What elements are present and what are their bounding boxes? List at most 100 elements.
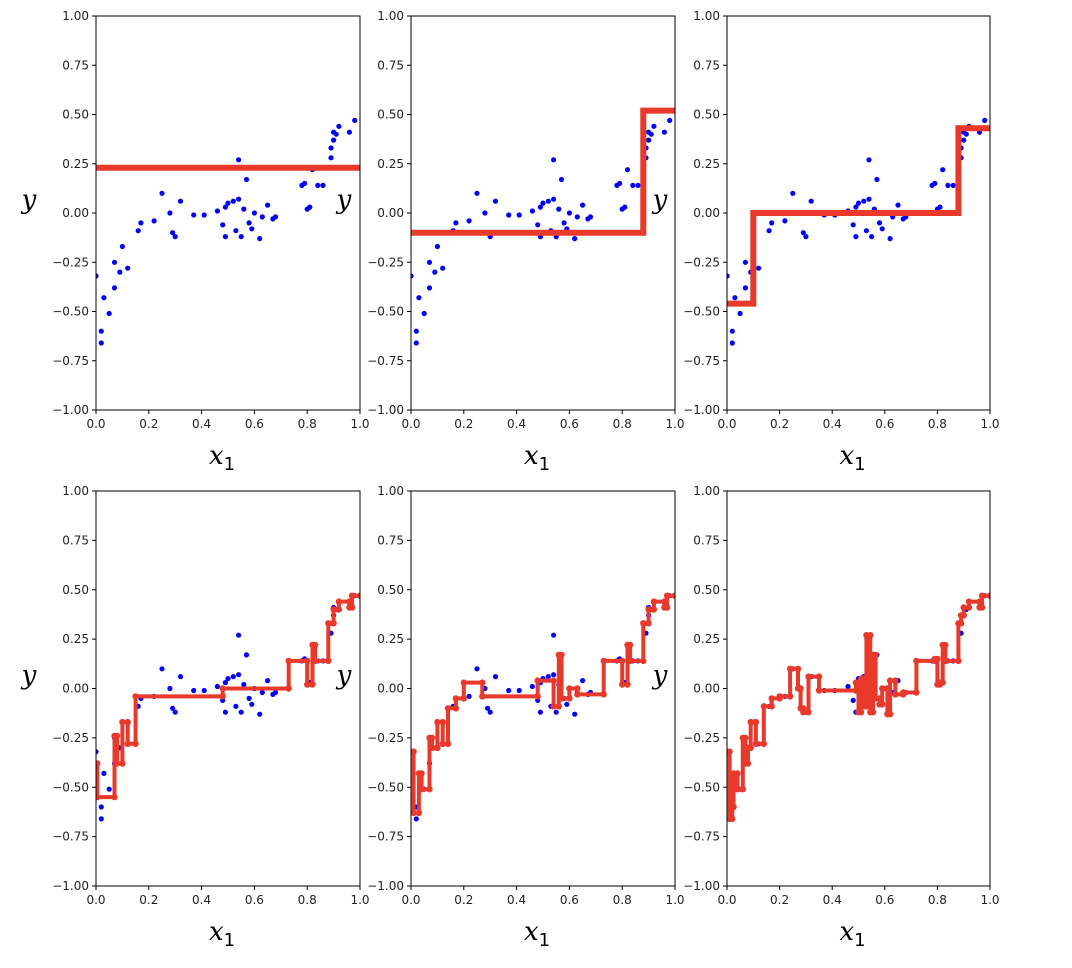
data-point	[453, 220, 459, 226]
data-point	[742, 259, 749, 265]
prediction-marker	[434, 718, 441, 726]
data-point	[506, 212, 512, 218]
y-tick-label: 0.25	[377, 632, 404, 646]
data-point	[236, 672, 242, 678]
x-axis-label: x1	[839, 441, 865, 475]
y-tick-label: −0.50	[683, 305, 720, 319]
data-point	[434, 243, 440, 250]
data-point	[558, 176, 565, 183]
data-point	[328, 145, 334, 151]
y-tick-label: −0.25	[367, 731, 404, 745]
y-tick-label: 0.50	[62, 108, 89, 122]
plot-area	[96, 592, 360, 822]
data-point	[545, 198, 551, 204]
prediction-marker	[955, 125, 962, 132]
data-point	[151, 218, 157, 224]
data-point	[551, 196, 557, 202]
prediction-marker	[330, 606, 337, 613]
plot-area	[411, 107, 675, 346]
prediction-marker	[550, 677, 557, 684]
prediction-marker	[555, 703, 562, 710]
prediction-marker	[863, 703, 870, 710]
y-tick-label: −1.00	[683, 879, 720, 893]
prediction-marker	[460, 695, 467, 702]
data-point	[630, 182, 636, 188]
data-point	[932, 180, 938, 186]
data-point	[537, 204, 544, 210]
x-tick-label: 0.8	[928, 893, 947, 907]
prediction-marker	[346, 598, 353, 605]
x-tick-label: 0.4	[823, 417, 842, 431]
data-point	[440, 265, 446, 271]
data-point	[352, 117, 358, 123]
data-point	[866, 157, 872, 163]
prediction-marker	[768, 703, 775, 710]
prediction-marker	[768, 695, 775, 702]
prediction-marker	[645, 606, 652, 613]
x-tick-label: 0.2	[139, 893, 158, 907]
prediction-marker	[663, 604, 671, 611]
prediction-line	[96, 593, 360, 800]
prediction-marker	[942, 641, 949, 649]
y-tick-label: 1.00	[377, 484, 404, 498]
prediction-marker	[867, 632, 874, 639]
x-tick-label: 0.4	[507, 417, 526, 431]
prediction-marker	[574, 691, 581, 698]
prediction-marker	[550, 703, 557, 710]
prediction-marker	[913, 657, 920, 665]
data-point	[172, 709, 178, 715]
data-point	[222, 709, 228, 715]
data-point	[853, 234, 859, 240]
prediction-marker	[892, 677, 899, 684]
data-point	[561, 220, 567, 226]
x-tick-label: 0.6	[245, 893, 264, 907]
prediction-marker	[600, 691, 607, 698]
prediction-marker	[879, 685, 886, 692]
y-tick-label: 0.50	[693, 583, 720, 597]
y-tick-label: 0.75	[693, 533, 720, 547]
data-point	[119, 243, 125, 250]
data-point	[241, 681, 247, 688]
prediction-marker	[444, 705, 452, 712]
data-point	[201, 687, 207, 694]
data-point	[214, 208, 220, 214]
data-point	[556, 206, 562, 212]
prediction-marker	[730, 803, 737, 811]
data-point	[853, 204, 859, 210]
prediction-marker	[285, 657, 292, 665]
data-point	[982, 117, 988, 123]
prediction-marker	[113, 760, 121, 767]
prediction-marker	[626, 657, 634, 665]
data-point	[876, 220, 883, 226]
data-point	[101, 295, 107, 301]
prediction-marker	[939, 679, 946, 686]
prediction-marker	[460, 679, 467, 686]
prediction-line	[727, 125, 990, 307]
prediction-marker	[640, 657, 647, 665]
x-tick-label: 0.2	[770, 417, 789, 431]
data-point	[191, 212, 197, 218]
x-tick-label: 1.0	[350, 417, 369, 431]
data-point	[302, 180, 308, 186]
prediction-marker	[311, 641, 319, 649]
subplot-5: 1.00 0.75 0.50 0.25 0.00 −0.25 −0.50 −0.75 −1.00…	[336, 484, 685, 951]
prediction-marker	[325, 657, 332, 665]
x-tick-label: 0.4	[192, 893, 211, 907]
data-point	[172, 234, 178, 240]
data-point	[474, 666, 480, 672]
prediction-marker	[452, 705, 460, 712]
data-point	[887, 236, 893, 242]
y-axis-label: y	[336, 185, 352, 215]
x-tick-label: 0.6	[245, 417, 264, 431]
data-point	[790, 190, 796, 196]
data-point	[850, 222, 856, 228]
data-point	[516, 212, 522, 218]
y-tick-label: 0.75	[377, 533, 404, 547]
prediction-marker	[479, 693, 486, 700]
prediction-marker	[987, 125, 990, 132]
data-point	[328, 155, 334, 161]
prediction-marker	[671, 592, 675, 599]
data-point	[845, 683, 851, 690]
y-tick-label: −0.25	[683, 255, 720, 269]
prediction-marker	[219, 685, 226, 692]
